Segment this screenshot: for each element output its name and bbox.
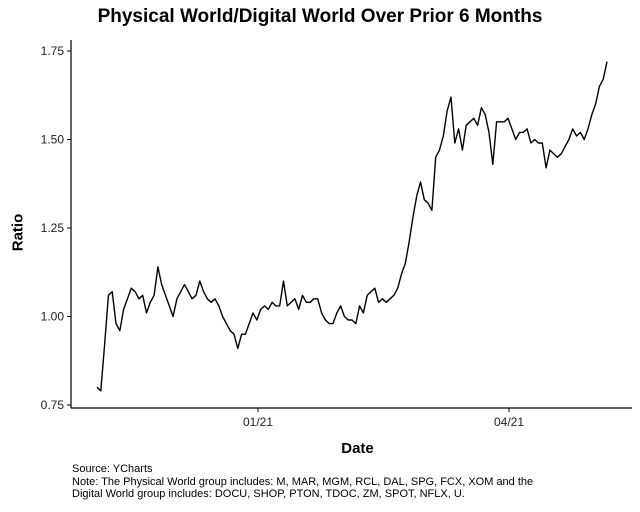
note-line-2: Digital World group includes: DOCU, SHOP… (72, 488, 465, 500)
series-line (96, 61, 608, 392)
chart-title: Physical World/Digital World Over Prior … (97, 6, 543, 27)
y-ticks: 0.75 1.00 1.25 1.50 1.75 (41, 44, 71, 412)
y-tick-label: 0.75 (41, 398, 65, 412)
note-line-1: Note: The Physical World group includes:… (72, 475, 534, 488)
y-tick-label: 1.25 (41, 221, 65, 235)
y-tick-label: 1.75 (41, 44, 65, 58)
y-tick-label: 1.00 (41, 310, 65, 324)
x-axis-label: Date (341, 440, 374, 457)
x-tick-label: 04/21 (494, 415, 524, 429)
source-note: Source: YCharts (72, 463, 153, 475)
x-tick-label: 01/21 (243, 415, 273, 429)
x-ticks: 01/21 04/21 (243, 408, 524, 429)
y-tick-label: 1.50 (41, 133, 65, 147)
chart-notes: Source: YCharts Note: The Physical World… (72, 463, 632, 501)
